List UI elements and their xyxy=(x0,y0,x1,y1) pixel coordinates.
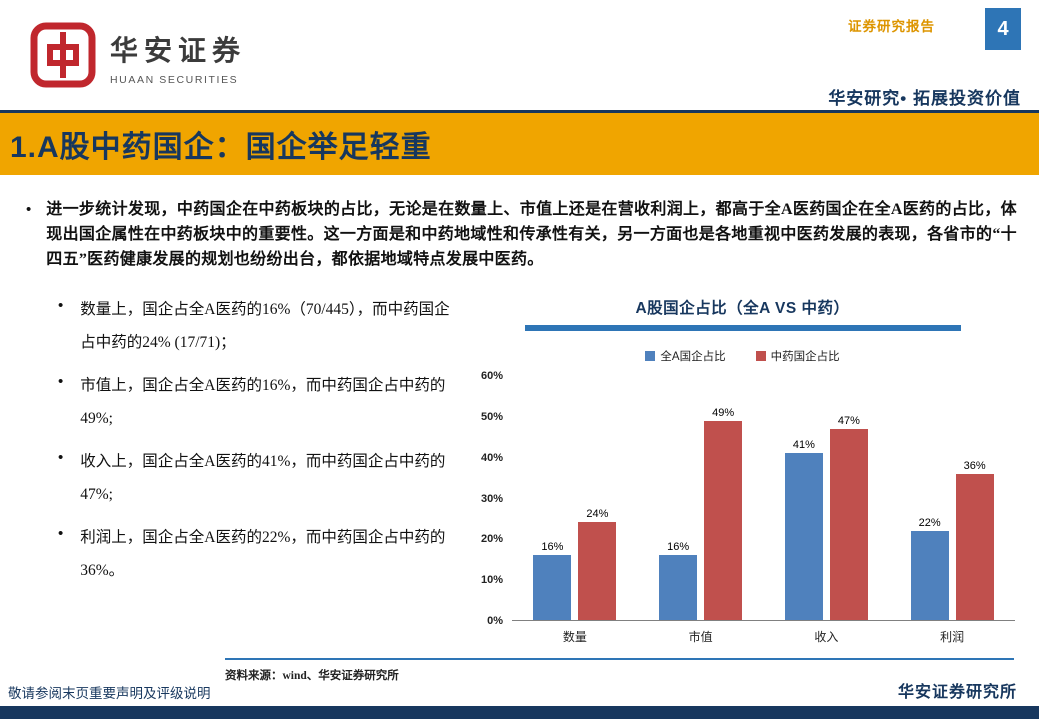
legend-label: 中药国企占比 xyxy=(770,351,840,363)
bar-wrap: 22% xyxy=(910,376,949,620)
bar xyxy=(533,554,572,620)
list-item: • 利润上，国企占全A医药的22%，而中药国企占中药的36%。 xyxy=(58,522,460,587)
bar-value-label: 36% xyxy=(963,459,986,472)
disclaimer-text: 敬请参阅末页重要声明及评级说明 xyxy=(8,686,211,701)
chart-title: A股国企占比（全A VS 中药） xyxy=(635,300,850,317)
category-label: 利润 xyxy=(940,630,965,644)
y-tick-label: 50% xyxy=(480,410,503,423)
bar xyxy=(578,522,617,620)
bar xyxy=(659,554,698,620)
logo-name-en: HUAAN SECURITIES xyxy=(110,74,239,86)
category-label: 数量 xyxy=(562,630,587,644)
logo-seal-icon xyxy=(30,22,96,93)
source-block: 资料来源：wind、华安证券研究所 xyxy=(225,658,1014,683)
bar-chart: A股国企占比（全A VS 中药） 全A国企占比 中药国企占比 0% 10% 20% 30… xyxy=(470,296,1015,645)
y-tick-label: 40% xyxy=(480,451,503,464)
legend-swatch xyxy=(645,351,656,361)
bar-group: 41% 47% xyxy=(764,376,890,620)
bullet-icon: • xyxy=(26,201,32,218)
section-title-bar: 1.A股中药国企：国企举足轻重 xyxy=(0,113,1039,175)
bar-value-label: 24% xyxy=(586,508,609,521)
y-tick-label: 20% xyxy=(480,533,503,546)
chart-groups: 16% 24% 16% 49% 41% 47% 22% 36% xyxy=(512,376,1015,620)
bar-group: 16% 24% xyxy=(512,376,638,620)
bar-wrap: 49% xyxy=(704,376,743,620)
logo-text: 华安证券 HUAAN SECURITIES xyxy=(110,29,246,86)
chart-category-row: 数量 市值 收入 利润 xyxy=(512,628,1015,645)
category-label: 市值 xyxy=(688,630,713,644)
page-number-badge: 4 xyxy=(985,8,1021,50)
bar-value-label: 49% xyxy=(712,406,735,419)
list-item: • 收入上，国企占全A医药的41%，而中药国企占中药的47%; xyxy=(58,446,460,511)
list-item-text: 数量上，国企占全A医药的16%（70/445），而中药国企占中药的24% (17… xyxy=(80,301,450,351)
intro-paragraph: • 进一步统计发现，中药国企在中药板块的占比，无论是在数量上、市值上还是在营收利… xyxy=(26,198,1017,272)
bar xyxy=(955,473,994,620)
category-label: 收入 xyxy=(814,630,839,644)
bar xyxy=(704,420,743,620)
chart-y-axis: 0% 10% 20% 30% 40% 50% 60% xyxy=(470,370,512,627)
bottom-strip xyxy=(0,706,1039,719)
bar-group: 22% 36% xyxy=(889,376,1015,620)
bar-value-label: 47% xyxy=(837,414,860,427)
bullet-icon: • xyxy=(58,449,64,467)
legend-swatch xyxy=(755,351,766,361)
bar-wrap: 16% xyxy=(659,376,698,620)
bar-wrap: 16% xyxy=(533,376,572,620)
y-tick-label: 0% xyxy=(487,615,503,627)
y-tick-label: 60% xyxy=(480,370,503,382)
bar-value-label: 41% xyxy=(792,439,815,452)
bar-group: 16% 49% xyxy=(638,376,764,620)
brand-slogan: 华安研究• 拓展投资价值 xyxy=(828,89,1021,108)
chart-plot: 16% 24% 16% 49% 41% 47% 22% 36% xyxy=(512,376,1015,621)
bullet-icon: • xyxy=(58,525,64,543)
section-title: 1.A股中药国企：国企举足轻重 xyxy=(10,131,432,164)
logo-name-cn: 华安证券 xyxy=(110,36,247,67)
list-item: • 市值上，国企占全A医药的16%，而中药国企占中药的49%; xyxy=(58,370,460,435)
list-item-text: 利润上，国企占全A医药的22%，而中药国企占中药的36%。 xyxy=(80,529,446,579)
y-tick-label: 10% xyxy=(480,574,503,587)
legend-label: 全A国企占比 xyxy=(660,351,726,363)
source-divider xyxy=(225,658,1014,660)
bar-wrap: 24% xyxy=(578,376,617,620)
y-tick-label: 30% xyxy=(480,492,503,505)
bar-value-label: 16% xyxy=(541,540,564,553)
bullet-icon: • xyxy=(58,297,64,314)
list-item: • 数量上，国企占全A医药的16%（70/445），而中药国企占中药的24% (… xyxy=(58,294,460,359)
list-item-text: 市值上，国企占全A医药的16%，而中药国企占中药的49%; xyxy=(80,377,446,427)
bar xyxy=(784,453,823,620)
company-logo: 华安证券 HUAAN SECURITIES xyxy=(30,22,246,93)
institute-name: 华安证券研究所 xyxy=(897,684,1017,701)
bullet-icon: • xyxy=(58,373,64,391)
chart-legend: 全A国企占比 中药国企占比 xyxy=(470,348,1015,364)
bar-value-label: 16% xyxy=(667,540,690,553)
bar-wrap: 41% xyxy=(784,376,823,620)
bar-wrap: 47% xyxy=(829,376,868,620)
header-divider xyxy=(0,110,1039,113)
source-text: 资料来源：wind、华安证券研究所 xyxy=(225,670,399,682)
intro-text: 进一步统计发现，中药国企在中药板块的占比，无论是在数量上、市值上还是在营收利润上… xyxy=(46,201,1017,268)
bar xyxy=(829,428,868,620)
chart-title-underline xyxy=(524,325,961,331)
report-type-label: 证券研究报告 xyxy=(848,19,935,34)
legend-item: 中药国企占比 xyxy=(755,348,840,364)
chart-plot-area: 0% 10% 20% 30% 40% 50% 60% 16% 24% 16% 49% 41% 47% 2… xyxy=(470,370,1015,627)
bar-value-label: 22% xyxy=(918,516,941,529)
bullet-list: • 数量上，国企占全A医药的16%（70/445），而中药国企占中药的24% (… xyxy=(58,294,460,598)
list-item-text: 收入上，国企占全A医药的41%，而中药国企占中药的47%; xyxy=(80,453,446,503)
legend-item: 全A国企占比 xyxy=(645,348,726,364)
bar xyxy=(910,530,949,620)
bar-wrap: 36% xyxy=(955,376,994,620)
